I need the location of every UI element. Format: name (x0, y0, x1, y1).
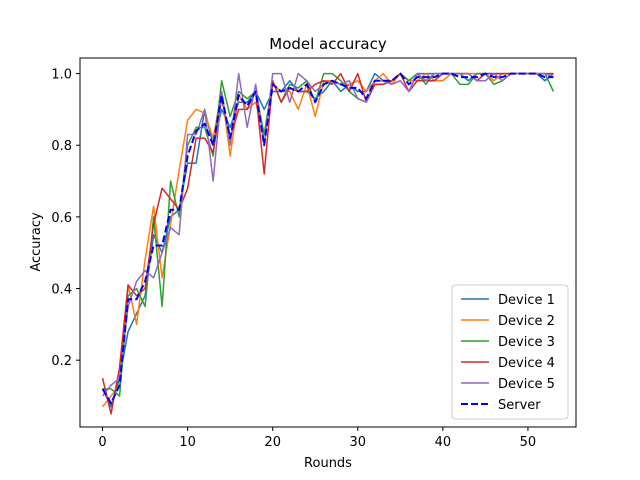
y-tick-label: 0.8 (51, 139, 72, 154)
x-tick-label: 0 (98, 435, 106, 450)
series-layer (101, 72, 555, 415)
series-line-6 (101, 72, 554, 405)
x-tick-label: 50 (520, 435, 537, 450)
y-tick-label: 0.2 (51, 354, 72, 369)
x-axis-label: Rounds (304, 456, 352, 471)
series-line-3 (102, 72, 555, 397)
x-tick-label: 30 (350, 435, 367, 450)
legend-label: Device 5 (498, 377, 555, 392)
legend-label: Device 1 (498, 293, 555, 308)
legend-label: Device 2 (498, 314, 555, 329)
legend-label: Server (498, 398, 541, 413)
y-axis-ticks: 0.2 0.4 0.6 0.8 1.0 (51, 68, 80, 369)
y-axis-label: Accuracy (29, 212, 44, 272)
y-tick-label: 0.4 (51, 283, 72, 298)
plot-frame (79, 57, 577, 428)
y-tick-label: 1.0 (51, 68, 72, 83)
legend: Device 1 Device 2 Device 3 Device 4 Device 5… (451, 284, 569, 420)
y-tick-label: 0.6 (51, 211, 72, 226)
legend-box (451, 284, 569, 420)
chart-title: Model accuracy (269, 35, 387, 53)
legend-label: Device 4 (498, 356, 555, 371)
legend-label: Device 3 (498, 335, 555, 350)
x-axis-ticks: 0 10 20 30 40 50 (98, 427, 536, 450)
x-tick-label: 20 (264, 435, 281, 450)
x-tick-label: 40 (435, 435, 452, 450)
x-tick-label: 10 (179, 435, 196, 450)
